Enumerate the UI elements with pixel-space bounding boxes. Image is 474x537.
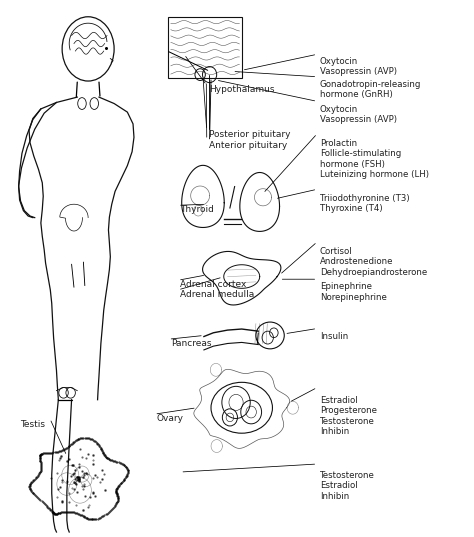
Text: Epinephrine
Norepinephrine: Epinephrine Norepinephrine: [319, 282, 387, 302]
Text: Oxytocin
Vasopressin (AVP): Oxytocin Vasopressin (AVP): [319, 57, 397, 76]
Text: Ovary: Ovary: [156, 414, 183, 423]
Text: Anterior pituitary: Anterior pituitary: [209, 141, 287, 150]
Text: Thyroid: Thyroid: [180, 205, 214, 214]
Text: Estradiol
Progesterone
Testosterone
Inhibin: Estradiol Progesterone Testosterone Inhi…: [319, 396, 377, 436]
Text: Posterior pituitary: Posterior pituitary: [209, 130, 290, 139]
Text: Testis: Testis: [19, 419, 45, 429]
Text: Insulin: Insulin: [319, 332, 348, 340]
Text: Triiodothyronine (T3)
Thyroxine (T4): Triiodothyronine (T3) Thyroxine (T4): [319, 193, 410, 213]
Text: Prolactin
Follicle-stimulating
hormone (FSH)
Luteinizing hormone (LH): Prolactin Follicle-stimulating hormone (…: [319, 139, 428, 179]
Text: Cortisol
Androstenedione
Dehydroepiandrosterone: Cortisol Androstenedione Dehydroepiandro…: [319, 247, 427, 277]
Text: Pancreas: Pancreas: [171, 339, 211, 348]
Text: Gonadotropin-releasing
hormone (GnRH): Gonadotropin-releasing hormone (GnRH): [319, 80, 421, 99]
Text: Oxytocin
Vasopressin (AVP): Oxytocin Vasopressin (AVP): [319, 105, 397, 124]
Text: Hypothalamus: Hypothalamus: [209, 85, 274, 95]
Text: Adrenal medulla: Adrenal medulla: [180, 290, 255, 299]
Text: Testosterone
Estradiol
Inhibin: Testosterone Estradiol Inhibin: [319, 471, 374, 501]
Text: Adrenal cortex: Adrenal cortex: [180, 280, 246, 289]
